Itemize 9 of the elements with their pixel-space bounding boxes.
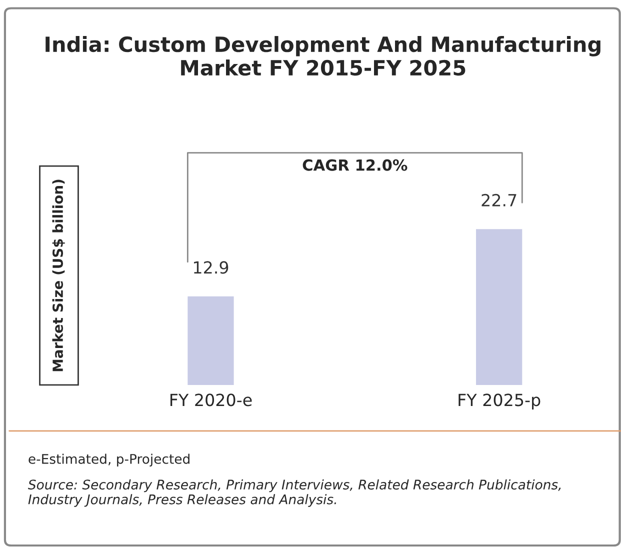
text: e-Estimated, p-Projected [28, 454, 190, 466]
x-tick-label: FY 2025-p [458, 394, 540, 410]
chart-title: India: Custom Development And Manufacturing Market FY 2015-FY 2025 [46, 36, 600, 76]
data-label: 22.7 [482, 194, 516, 206]
source-note: Source: Secondary Research, Primary Interviews, Related Research Publications, Industry Journals, Press Releases and Analysis. [28, 479, 561, 507]
y-axis-title: Market Size (US$ billion) [52, 180, 65, 372]
text: CAGR 12.0% [302, 159, 408, 171]
data-label: 12.9 [194, 261, 228, 274]
x-tick-label: FY 2020-e [170, 394, 252, 406]
